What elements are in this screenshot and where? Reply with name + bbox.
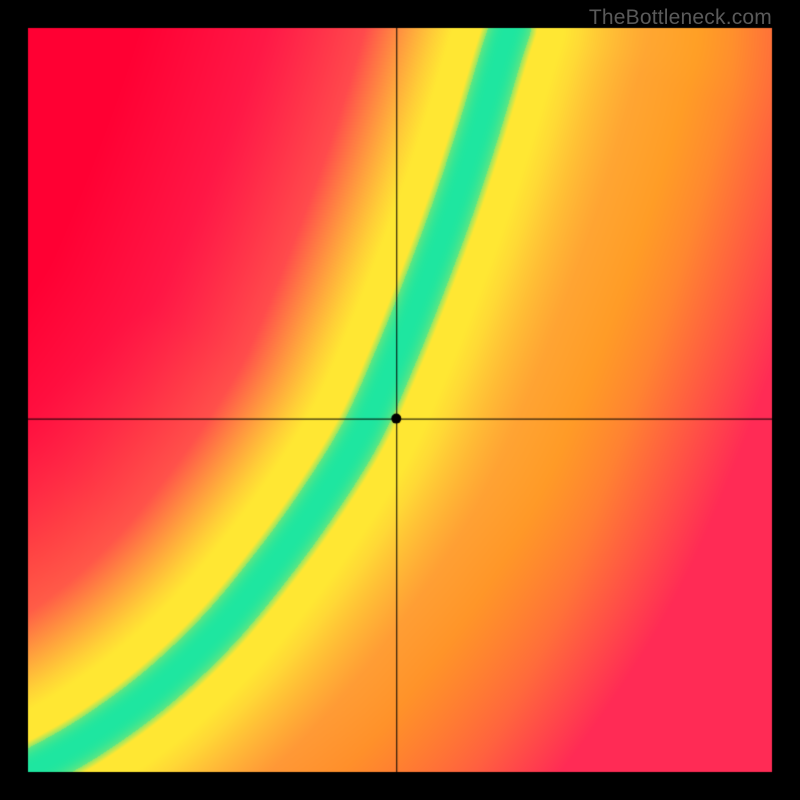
watermark-text: TheBottleneck.com (589, 6, 772, 30)
bottleneck-heatmap (0, 0, 800, 800)
